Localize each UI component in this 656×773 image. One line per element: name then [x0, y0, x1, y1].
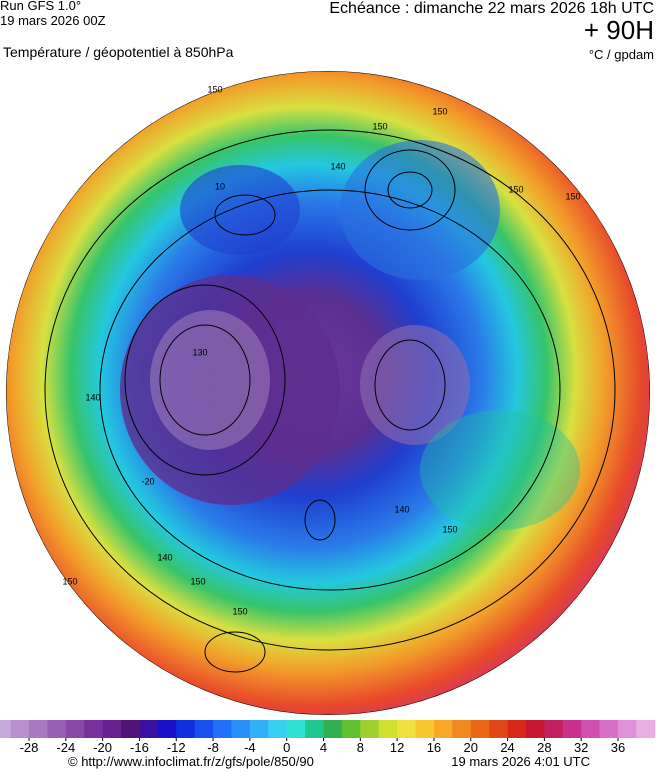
map-title: Température / géopotentiel à 850hPa: [3, 44, 234, 60]
colorbar-swatch: [139, 720, 159, 738]
colorbar-swatch: [268, 720, 288, 738]
timestamp: 19 mars 2026 4:01 UTC: [451, 754, 590, 769]
contour-label: 130: [192, 347, 207, 357]
colorbar-swatch: [286, 720, 306, 738]
contour-label: 150: [232, 606, 247, 616]
colorbar-tick-label: 24: [500, 740, 514, 755]
contour-label: 150: [565, 191, 580, 201]
colorbar-swatch: [433, 720, 453, 738]
contour-labels: 150 150 150 140 150 150 130 140 140 150 …: [62, 84, 580, 616]
contour-label: 150: [442, 524, 457, 534]
colorbar-swatch: [10, 720, 30, 738]
colorbar-tick-label: -8: [207, 740, 219, 755]
colorbar-swatch: [121, 720, 140, 738]
colorbar-tick-label: 32: [574, 740, 588, 755]
colorbar-swatch: [452, 720, 472, 738]
colorbar-tick-label: 0: [283, 740, 290, 755]
colorbar-tick-label: 8: [357, 740, 364, 755]
colorbar-swatch: [249, 720, 269, 738]
colorbar-swatch: [415, 720, 435, 738]
colorbar-swatch: [636, 720, 656, 738]
contour-label: 150: [207, 84, 222, 94]
run-date: 19 mars 2026 00Z: [0, 13, 106, 28]
contour-label: -20: [141, 476, 154, 486]
colorbar-swatch: [360, 720, 380, 738]
colorbar-swatch: [525, 720, 545, 738]
contour-label: 150: [432, 106, 447, 116]
colorbar-tick-label: 12: [390, 740, 404, 755]
colorbar-swatch: [84, 720, 104, 738]
colorbar-tick-label: -16: [130, 740, 149, 755]
contour-label: 150: [62, 576, 77, 586]
contour-label: 140: [85, 392, 100, 402]
colorbar-tick-label: -4: [244, 740, 256, 755]
colorbar-swatch: [176, 720, 196, 738]
colorbar-tick-label: 20: [464, 740, 478, 755]
colorbar-swatch: [323, 720, 343, 738]
colorbar-swatch: [213, 720, 232, 738]
colorbar-tick-label: 28: [537, 740, 551, 755]
colorbar-swatch: [341, 720, 361, 738]
colorbar-swatch: [157, 720, 177, 738]
map-field: [6, 71, 650, 715]
colorbar-swatch: [29, 720, 48, 738]
contour-label: 150: [508, 184, 523, 194]
colorbar-tick-label: -20: [93, 740, 112, 755]
contour-label: 150: [372, 121, 387, 131]
colorbar: -28 -24 -20 -16 -12 -8 -4 0 4 8 12 16 20 24 28 32 36: [0, 720, 656, 755]
colorbar-swatch: [599, 720, 619, 738]
colorbar-swatch: [470, 720, 490, 738]
colorbar-tick-label: -12: [167, 740, 186, 755]
colorbar-tick-label: -24: [56, 740, 75, 755]
contour-label: 140: [157, 552, 172, 562]
colorbar-swatch: [581, 720, 601, 738]
colorbar-swatch: [397, 720, 417, 738]
colorbar-swatch: [305, 720, 324, 738]
contour-label: 10: [215, 181, 225, 191]
colorbar-swatch: [194, 720, 214, 738]
colorbar-tick-label: -28: [20, 740, 39, 755]
run: Run GFS 1.0°: [0, 0, 81, 13]
colorbar-swatch: [562, 720, 582, 738]
colorbar-tick-label: 16: [427, 740, 441, 755]
lead-time: + 90H: [584, 15, 654, 45]
colorbar-swatch: [544, 720, 564, 738]
colorbar-tick-label: 4: [320, 740, 327, 755]
colorbar-swatch: [231, 720, 251, 738]
colorbar-swatch: [0, 720, 12, 738]
colorbar-swatch: [618, 720, 637, 738]
colorbar-swatch: [507, 720, 527, 738]
units: °C / gpdam: [589, 47, 654, 62]
colorbar-swatch: [65, 720, 85, 738]
colorbar-swatch: [378, 720, 398, 738]
colorbar-tick-label: 36: [611, 740, 625, 755]
contour-label: 150: [190, 576, 205, 586]
source-url: © http://www.infoclimat.fr/z/gfs/pole/85…: [68, 754, 314, 769]
colorbar-swatch: [489, 720, 509, 738]
colorbar-swatch: [102, 720, 122, 738]
contour-label: 140: [330, 161, 345, 171]
contour-label: 140: [394, 504, 409, 514]
echeance: Echéance : dimanche 22 mars 2026 18h UTC: [329, 0, 654, 17]
colorbar-swatch: [47, 720, 67, 738]
